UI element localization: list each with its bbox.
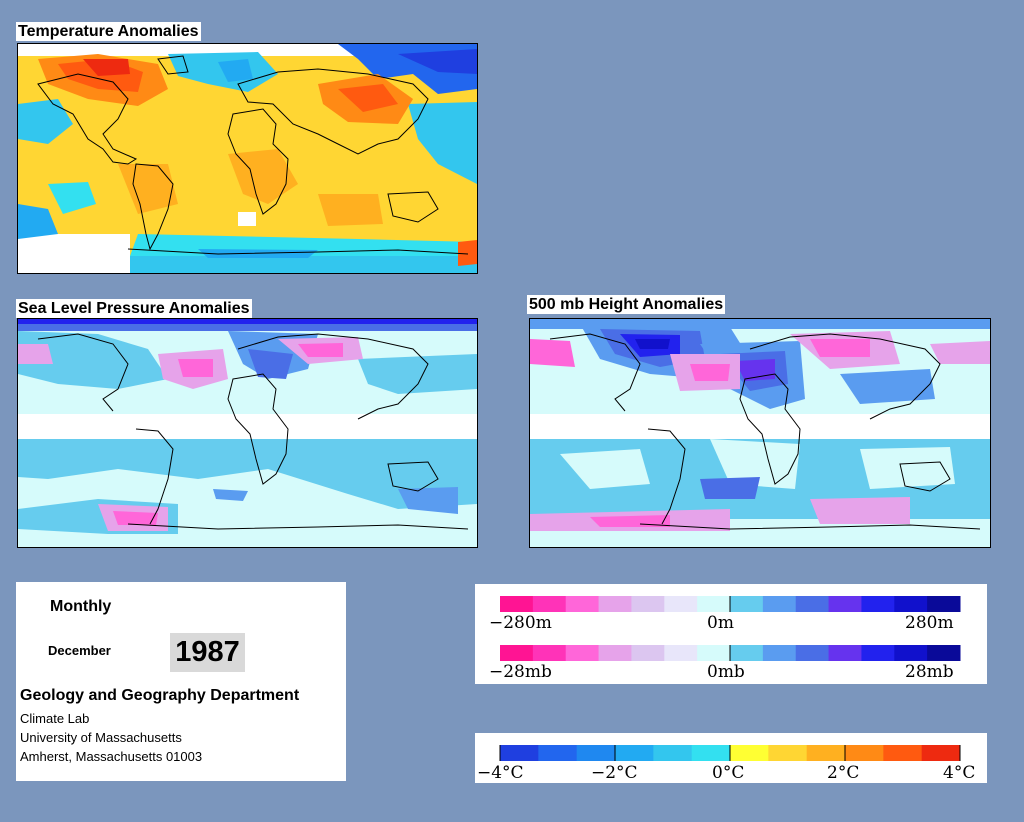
colorbar-swatch [730, 645, 764, 661]
colorbar-swatch [500, 596, 534, 612]
colorbar-swatch [828, 645, 862, 661]
colorbar-swatch [565, 596, 600, 612]
pressure-min-label: −28mb [489, 662, 552, 682]
temp-label-2: 2°C [827, 763, 859, 783]
slp-panel-title: Sea Level Pressure Anomalies [16, 299, 252, 318]
colorbar-swatch [883, 745, 923, 761]
info-box: Monthly December 1987 Geology and Geogra… [16, 582, 346, 781]
address-line-1: Climate Lab [20, 711, 90, 726]
colorbar-swatch [828, 596, 862, 612]
temperature-anomaly-map [17, 43, 478, 274]
colorbar-swatch [598, 596, 632, 612]
colorbar-swatch [894, 645, 928, 661]
colorbar-swatch [631, 596, 665, 612]
colorbar-swatch [861, 645, 895, 661]
pressure-max-label: 28mb [905, 662, 954, 682]
temperature-legend: −4°C −2°C 0°C 2°C 4°C [475, 733, 987, 783]
colorbar-swatch [730, 745, 769, 761]
colorbar-swatch [500, 645, 534, 661]
slp-anomaly-map [17, 318, 478, 548]
height-mid-label: 0m [707, 613, 734, 633]
height-max-label: 280m [905, 613, 954, 633]
colorbar-swatch [697, 596, 731, 612]
colorbar-swatch [762, 645, 797, 661]
colorbar-swatch [576, 745, 616, 761]
pressure-mid-label: 0mb [707, 662, 745, 682]
colorbar-swatch [538, 745, 578, 761]
colorbar-swatch [762, 596, 797, 612]
colorbar-swatch [598, 645, 632, 661]
colorbar-swatch [664, 645, 698, 661]
colorbar-swatch [631, 645, 665, 661]
temperature-panel-title: Temperature Anomalies [16, 22, 201, 41]
department-label: Geology and Geography Department [20, 687, 300, 704]
colorbar-swatch [921, 745, 961, 761]
colorbar-swatch [691, 745, 731, 761]
colorbar-swatch [697, 645, 731, 661]
height500-panel-title: 500 mb Height Anomalies [527, 295, 726, 314]
temp-label-neg2: −2°C [591, 763, 638, 783]
colorbar-swatch [730, 596, 764, 612]
colorbar-swatch [806, 745, 846, 761]
colorbar-swatch [768, 745, 808, 761]
colorbar-swatch [565, 645, 600, 661]
height-colorbar [500, 596, 961, 612]
address-line-3: Amherst, Massachusetts 01003 [20, 749, 203, 764]
address-line-2: University of Massachusetts [20, 730, 182, 745]
colorbar-swatch [894, 596, 928, 612]
year-label: 1987 [170, 633, 245, 672]
temp-label-0: 0°C [712, 763, 744, 783]
colorbar-swatch [795, 596, 830, 612]
colorbar-swatch [795, 645, 830, 661]
height-min-label: −280m [489, 613, 552, 633]
colorbar-swatch [927, 596, 961, 612]
anomaly-legend: −280m 0m 280m −28mb 0mb 28mb [475, 584, 987, 684]
colorbar-swatch [653, 745, 693, 761]
temp-label-neg4: −4°C [477, 763, 524, 783]
temperature-colorbar [499, 745, 961, 761]
colorbar-swatch [664, 596, 698, 612]
temp-label-4: 4°C [943, 763, 975, 783]
colorbar-swatch [532, 596, 567, 612]
colorbar-swatch [532, 645, 567, 661]
colorbar-swatch [615, 745, 654, 761]
month-label: December [48, 643, 111, 658]
period-label: Monthly [50, 598, 112, 615]
height500-anomaly-map [529, 318, 991, 548]
colorbar-swatch [927, 645, 961, 661]
colorbar-swatch [500, 745, 539, 761]
colorbar-swatch [861, 596, 895, 612]
pressure-colorbar [500, 645, 961, 661]
colorbar-swatch [845, 745, 884, 761]
